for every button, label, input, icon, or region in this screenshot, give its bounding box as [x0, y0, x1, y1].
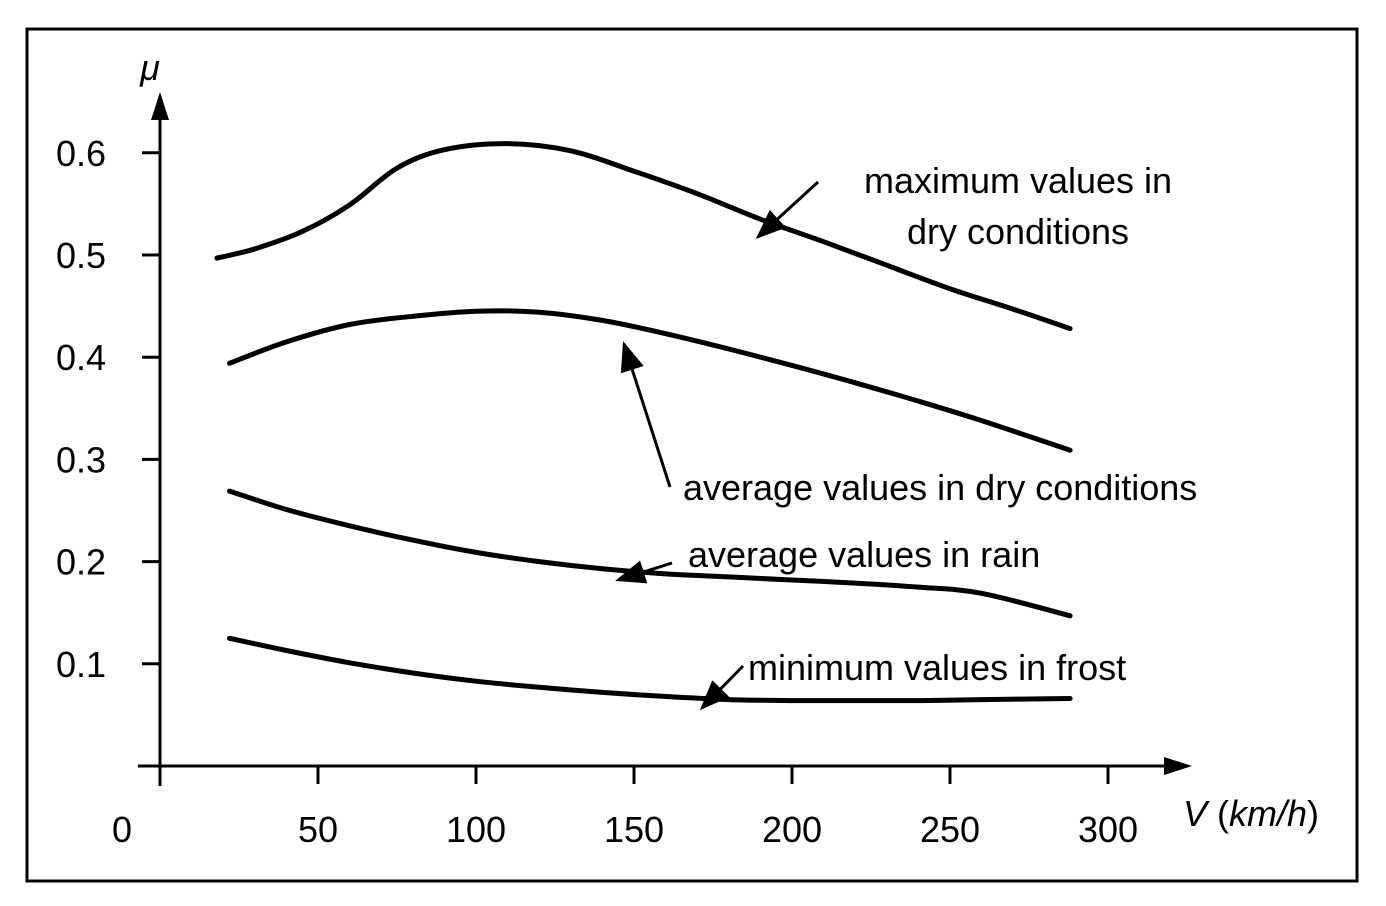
x-axis-variable: V: [1183, 793, 1210, 834]
annotation-average-rain-text: average values in rain: [688, 534, 1040, 575]
annotation-average-rain-arrow: [615, 560, 673, 584]
x-tick-label: 200: [762, 809, 822, 850]
x-tick-label: 100: [446, 809, 506, 850]
annotation-average-dry: average values in dry conditions: [620, 341, 1197, 508]
annotation-average-rain: average values in rain: [615, 534, 1040, 584]
y-tick-label: 0.1: [56, 644, 106, 685]
x-ticks: 0 50 100 150 200 250 300: [112, 766, 1138, 850]
annotation-maximum-dry-line1: maximum values in: [864, 160, 1172, 201]
y-tick-label: 0.2: [56, 542, 106, 583]
annotation-maximum-dry-line2: dry conditions: [907, 211, 1129, 252]
y-axis-arrowhead: [151, 92, 169, 120]
y-tick-label: 0.5: [56, 235, 106, 276]
x-tick-label: 150: [604, 809, 664, 850]
x-axis-arrowhead: [1164, 757, 1192, 775]
series-average-dry-line: [227, 308, 1073, 453]
series-minimum-frost-line: [227, 635, 1073, 704]
y-axis-title: μ: [139, 47, 160, 88]
y-tick-label: 0.3: [56, 439, 106, 480]
annotation-maximum-dry: maximum values in dry conditions: [755, 160, 1172, 252]
y-ticks: 0.1 0.2 0.3 0.4 0.5 0.6: [56, 133, 160, 685]
x-tick-label: 300: [1078, 809, 1138, 850]
x-axis-unit: km/h: [1229, 793, 1307, 834]
y-tick-label: 0.6: [56, 133, 106, 174]
series-maximum-dry-line: [214, 141, 1073, 332]
annotation-minimum-frost: minimum values in frost: [699, 647, 1126, 711]
x-tick-label: 50: [298, 809, 338, 850]
annotation-minimum-frost-text: minimum values in frost: [748, 647, 1126, 688]
chart-border: [25, 27, 1359, 883]
x-axis-title: V (km/h): [1183, 793, 1319, 834]
x-axis-paren-open: (: [1207, 793, 1229, 834]
annotation-maximum-dry-arrow: [755, 180, 820, 240]
x-axis-paren-close: ): [1307, 793, 1319, 834]
x-tick-label: 250: [920, 809, 980, 850]
y-tick-label: 0.4: [56, 337, 106, 378]
annotation-minimum-frost-arrow: [699, 664, 745, 711]
x-tick-label: 0: [112, 809, 132, 850]
annotation-average-dry-text: average values in dry conditions: [683, 467, 1197, 508]
annotation-average-dry-arrow: [620, 341, 672, 488]
